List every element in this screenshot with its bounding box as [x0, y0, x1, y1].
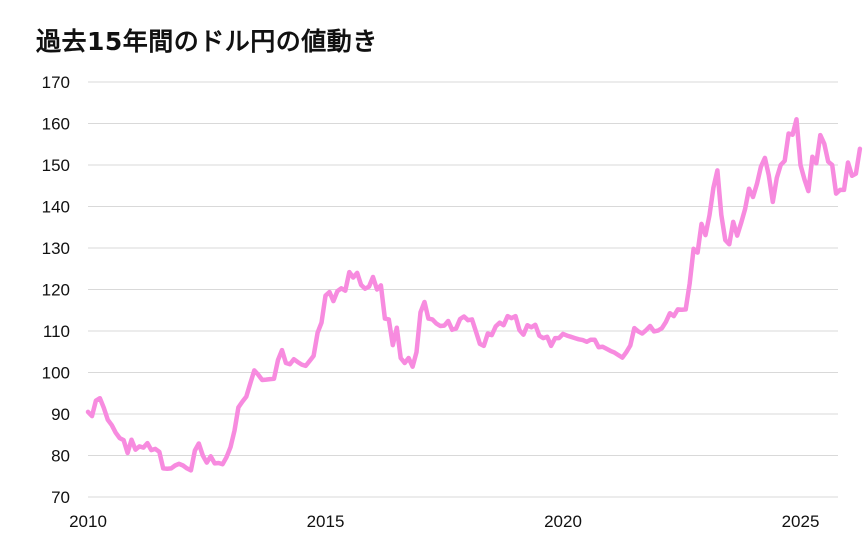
x-tick-label: 2010	[69, 512, 107, 531]
y-tick-label: 90	[51, 405, 70, 424]
chart-title: 過去15年間のドル円の値動き	[36, 27, 378, 56]
y-tick-label: 110	[43, 322, 70, 341]
y-tick-label: 70	[51, 488, 70, 507]
y-tick-label: 170	[42, 73, 70, 92]
y-tick-label: 150	[42, 156, 70, 175]
y-tick-label: 120	[42, 281, 70, 300]
y-tick-label: 100	[42, 364, 70, 383]
gridlines	[88, 81, 838, 498]
y-tick-label: 160	[42, 115, 70, 134]
x-tick-label: 2015	[307, 512, 345, 531]
usd-jpy-line	[85, 117, 863, 473]
x-tick-label: 2020	[544, 512, 582, 531]
y-axis: 70 80 90 100 110 120 130 140 150 160 170	[42, 73, 70, 507]
x-tick-label: 2025	[782, 512, 820, 531]
y-tick-label: 130	[42, 239, 70, 258]
x-axis: 2010 2015 2020 2025	[69, 512, 819, 531]
y-tick-label: 140	[42, 198, 70, 217]
y-tick-label: 80	[51, 447, 70, 466]
